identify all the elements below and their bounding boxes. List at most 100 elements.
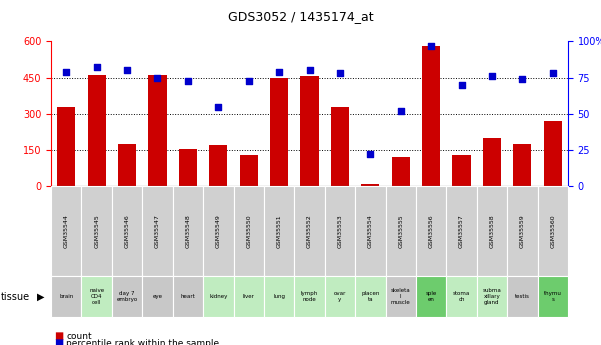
Bar <box>361 184 379 186</box>
Text: thymu
s: thymu s <box>544 291 562 302</box>
FancyBboxPatch shape <box>264 186 294 276</box>
Text: testis: testis <box>515 294 529 299</box>
Point <box>213 104 223 109</box>
Text: percentile rank within the sample: percentile rank within the sample <box>66 339 219 345</box>
Bar <box>392 157 410 186</box>
FancyBboxPatch shape <box>507 186 537 276</box>
Text: GSM35555: GSM35555 <box>398 214 403 248</box>
Point <box>122 68 132 73</box>
Text: GSM35544: GSM35544 <box>64 214 69 248</box>
Point <box>305 68 314 73</box>
Point <box>274 69 284 75</box>
Text: GSM35554: GSM35554 <box>368 214 373 248</box>
FancyBboxPatch shape <box>507 276 537 317</box>
Text: day 7
embryо: day 7 embryо <box>117 291 138 302</box>
Text: GSM35553: GSM35553 <box>337 214 343 248</box>
Text: GSM35551: GSM35551 <box>276 214 282 248</box>
FancyBboxPatch shape <box>537 276 568 317</box>
FancyBboxPatch shape <box>477 186 507 276</box>
FancyBboxPatch shape <box>294 186 325 276</box>
Bar <box>57 107 75 186</box>
Bar <box>178 149 197 186</box>
Text: skeleta
l
muscle: skeleta l muscle <box>391 288 410 305</box>
Text: sple
en: sple en <box>426 291 437 302</box>
FancyBboxPatch shape <box>325 276 355 317</box>
FancyBboxPatch shape <box>385 276 416 317</box>
Point <box>244 78 254 83</box>
Text: ▶: ▶ <box>37 292 44 302</box>
FancyBboxPatch shape <box>294 276 325 317</box>
FancyBboxPatch shape <box>447 276 477 317</box>
Text: GSM35546: GSM35546 <box>124 214 130 248</box>
Text: GSM35549: GSM35549 <box>216 214 221 248</box>
Text: lung: lung <box>273 294 285 299</box>
FancyBboxPatch shape <box>203 186 234 276</box>
Text: ■: ■ <box>54 332 63 341</box>
Text: GSM35559: GSM35559 <box>520 214 525 248</box>
Point <box>517 76 527 82</box>
FancyBboxPatch shape <box>264 276 294 317</box>
Text: stoma
ch: stoma ch <box>453 291 470 302</box>
FancyBboxPatch shape <box>142 186 172 276</box>
Point <box>396 108 406 114</box>
Text: ovar
y: ovar y <box>334 291 346 302</box>
Bar <box>209 145 227 186</box>
Text: GDS3052 / 1435174_at: GDS3052 / 1435174_at <box>228 10 373 23</box>
Text: GSM35548: GSM35548 <box>185 214 191 248</box>
Point <box>61 69 71 75</box>
Point <box>548 70 558 76</box>
Point <box>487 73 497 79</box>
Bar <box>544 121 562 186</box>
Text: placen
ta: placen ta <box>361 291 379 302</box>
Point <box>457 82 466 88</box>
Text: lymph
node: lymph node <box>301 291 318 302</box>
Text: GSM35550: GSM35550 <box>246 214 251 248</box>
Bar <box>300 76 319 186</box>
Point <box>365 152 375 157</box>
Text: GSM35545: GSM35545 <box>94 214 99 248</box>
Bar <box>148 75 166 186</box>
Bar <box>88 75 106 186</box>
Text: GSM35552: GSM35552 <box>307 214 312 248</box>
FancyBboxPatch shape <box>234 276 264 317</box>
FancyBboxPatch shape <box>172 186 203 276</box>
FancyBboxPatch shape <box>355 186 385 276</box>
FancyBboxPatch shape <box>203 276 234 317</box>
Text: ■: ■ <box>54 338 63 345</box>
Point <box>183 78 193 83</box>
FancyBboxPatch shape <box>416 276 447 317</box>
FancyBboxPatch shape <box>142 276 172 317</box>
FancyBboxPatch shape <box>51 186 82 276</box>
FancyBboxPatch shape <box>416 186 447 276</box>
FancyBboxPatch shape <box>325 186 355 276</box>
Bar <box>118 144 136 186</box>
Bar <box>270 78 288 186</box>
FancyBboxPatch shape <box>234 186 264 276</box>
Text: GSM35557: GSM35557 <box>459 214 464 248</box>
Text: naive
CD4
cell: naive CD4 cell <box>89 288 104 305</box>
FancyBboxPatch shape <box>82 186 112 276</box>
Bar <box>331 107 349 186</box>
FancyBboxPatch shape <box>112 276 142 317</box>
Point <box>153 75 162 80</box>
Text: heart: heart <box>180 294 195 299</box>
Bar <box>240 155 258 186</box>
FancyBboxPatch shape <box>51 276 82 317</box>
Bar <box>422 46 441 186</box>
Point <box>92 65 102 70</box>
Text: GSM35558: GSM35558 <box>489 214 495 248</box>
Text: GSM35547: GSM35547 <box>155 214 160 248</box>
Text: brain: brain <box>59 294 73 299</box>
Point <box>426 43 436 49</box>
Bar <box>453 155 471 186</box>
FancyBboxPatch shape <box>112 186 142 276</box>
FancyBboxPatch shape <box>477 276 507 317</box>
Bar <box>513 144 531 186</box>
Bar <box>483 138 501 186</box>
Text: tissue: tissue <box>1 292 30 302</box>
FancyBboxPatch shape <box>537 186 568 276</box>
Text: liver: liver <box>243 294 255 299</box>
FancyBboxPatch shape <box>355 276 385 317</box>
FancyBboxPatch shape <box>447 186 477 276</box>
Text: kidney: kidney <box>209 294 228 299</box>
